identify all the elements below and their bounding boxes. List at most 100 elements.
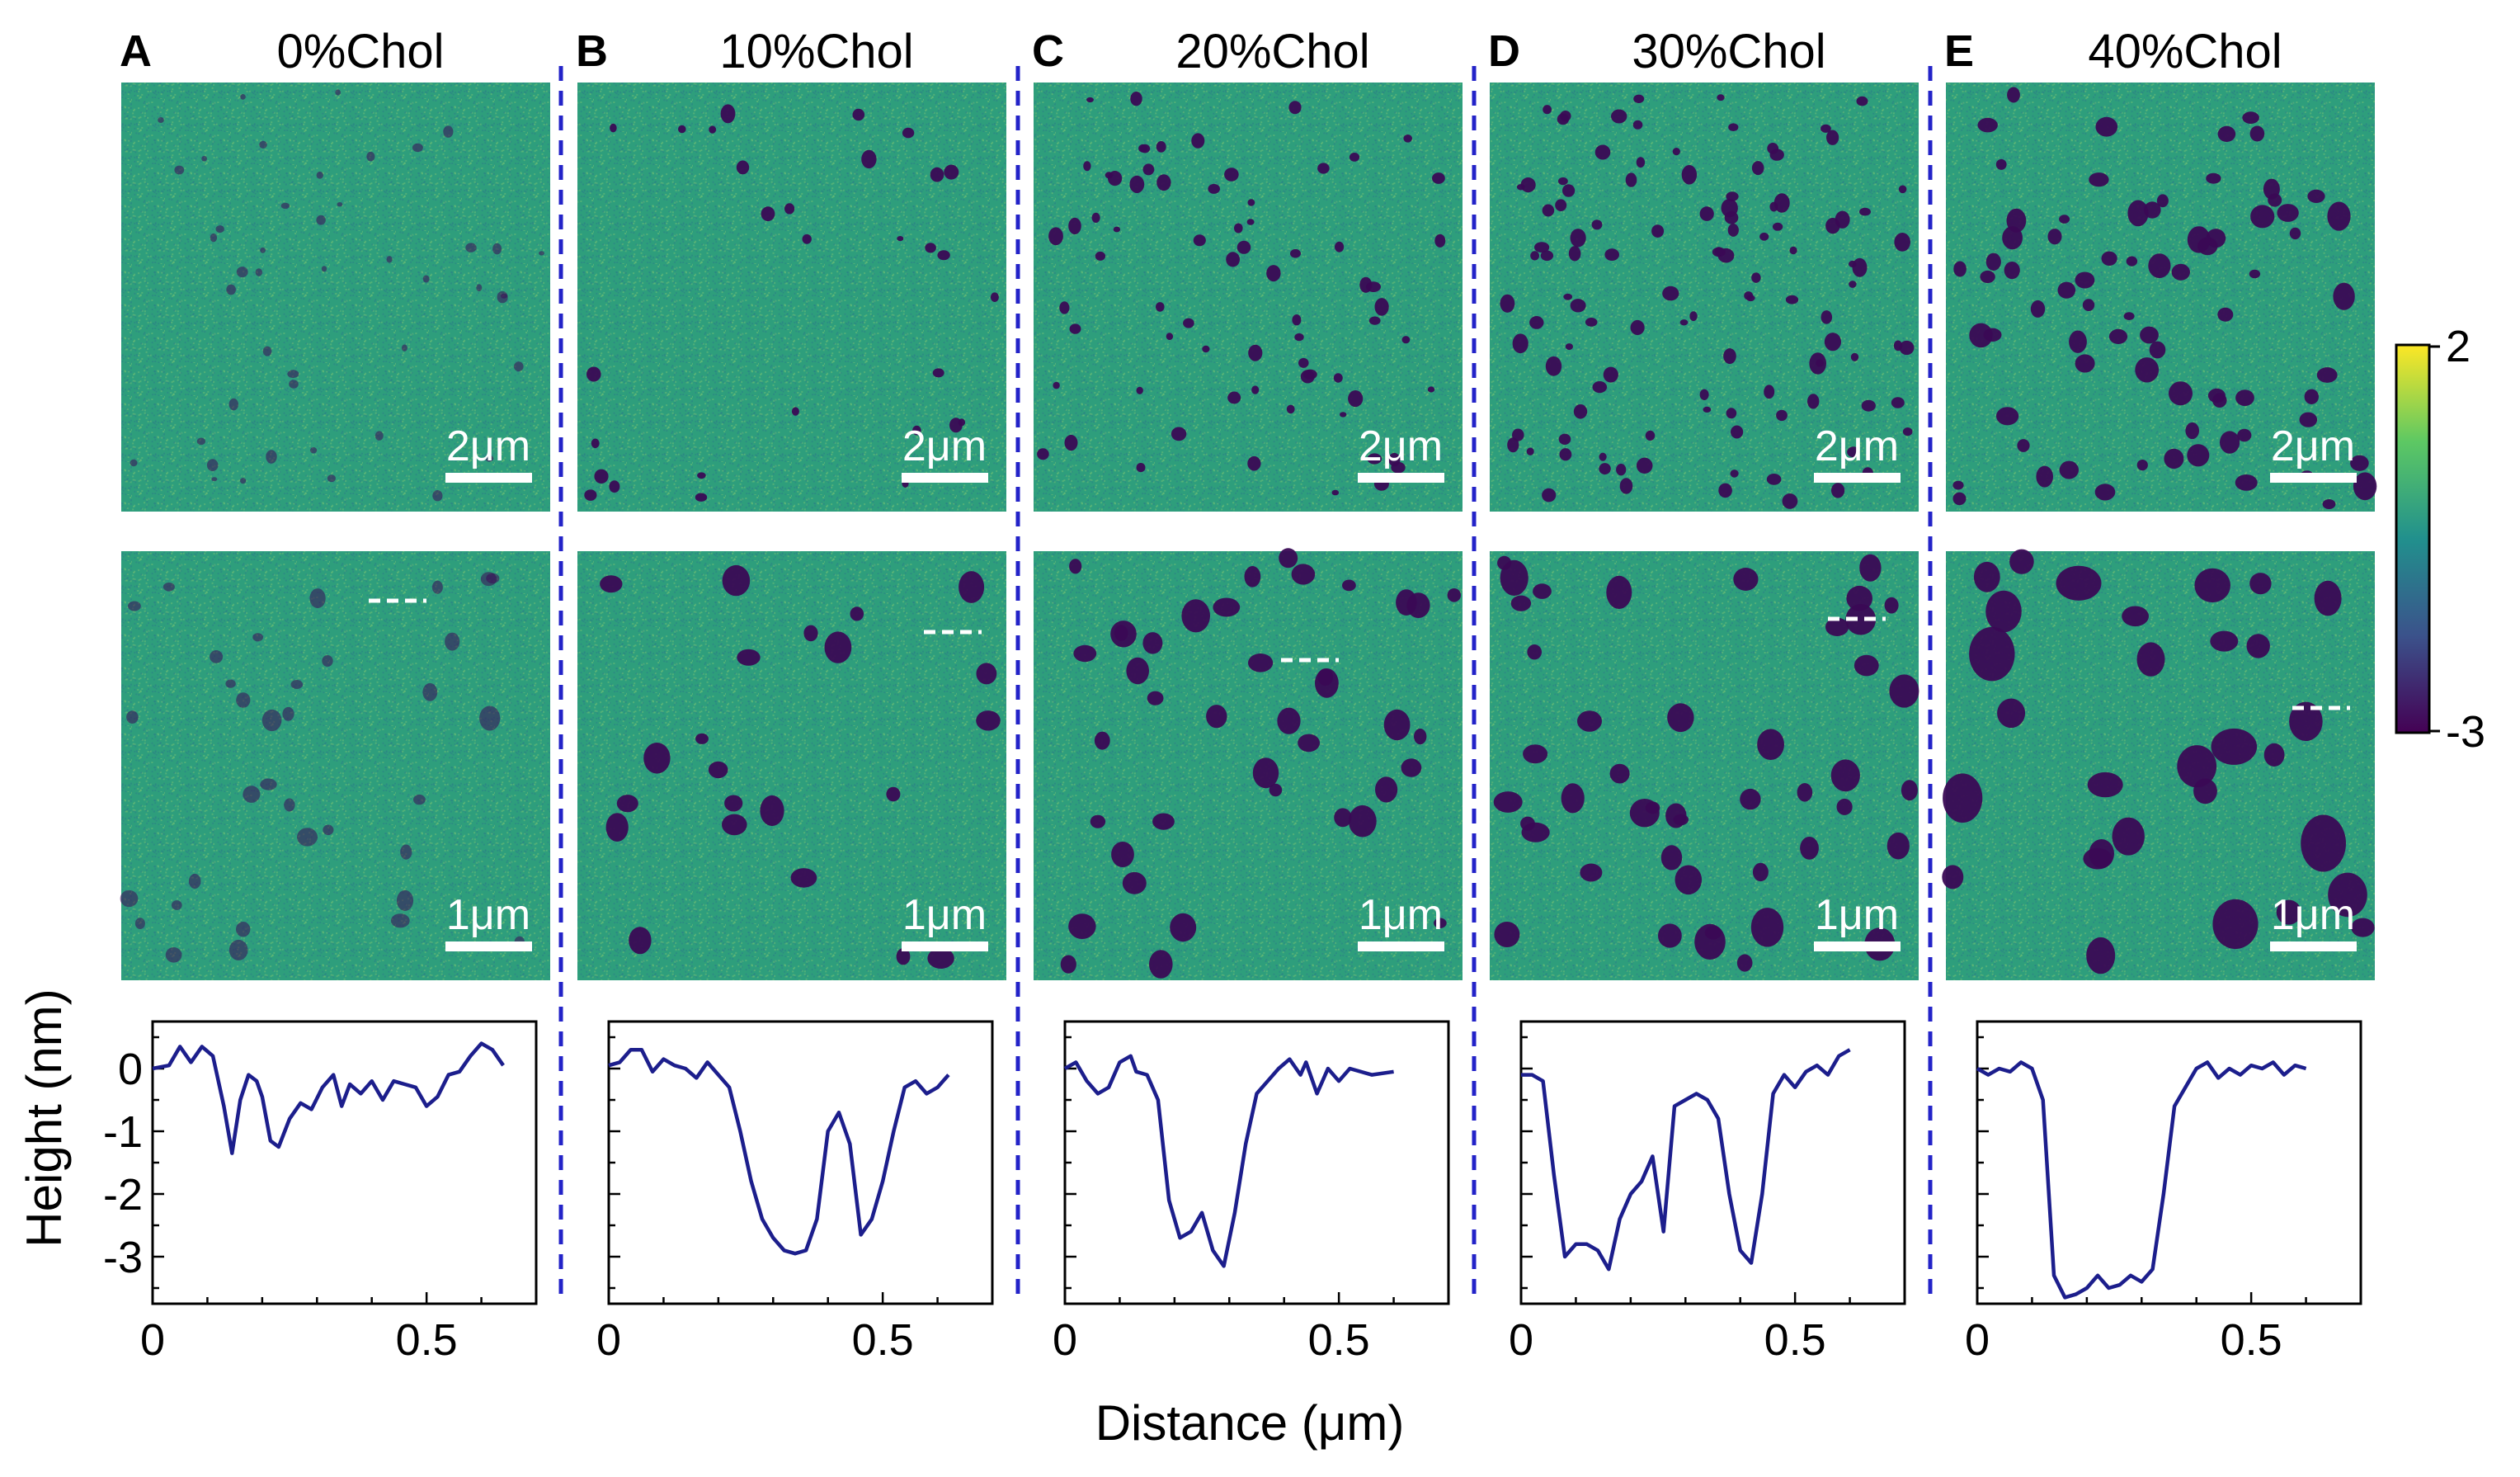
domain-dip	[1234, 223, 1243, 234]
domain-dip	[316, 171, 323, 179]
domain-dip	[413, 794, 426, 805]
domain-dip	[1952, 480, 1964, 490]
domain-dip	[492, 243, 502, 255]
domain-dip	[280, 202, 290, 210]
domain-dip	[1545, 356, 1562, 376]
domain-dip	[1251, 385, 1260, 394]
domain-dip	[290, 680, 304, 689]
domain-dip	[1726, 408, 1737, 419]
domain-dip	[514, 361, 524, 372]
domain-dip	[211, 477, 218, 482]
height-profile-plot: 0 0.5 0 -1 -2 -3	[103, 1020, 538, 1365]
domain-dip	[1824, 333, 1841, 352]
domain-dip	[1090, 814, 1106, 828]
domain-dip	[2069, 330, 2087, 353]
scale-bar-label: 2μm	[1815, 422, 1899, 470]
panel-a: A 0%Chol 2μm 1μm 0 0.5 0 -1 -2 -3	[103, 25, 550, 1365]
domain-dip	[1516, 184, 1525, 191]
scale-bar-label: 2μm	[902, 422, 987, 470]
domain-dip	[897, 236, 904, 242]
domain-dip	[1558, 433, 1571, 445]
scale-bar	[1814, 473, 1901, 483]
domain-dip	[309, 588, 326, 609]
profile-line-a	[152, 1041, 505, 1155]
domain-dip	[1658, 923, 1682, 948]
domain-dip	[1335, 241, 1345, 252]
domain-dip	[2206, 172, 2221, 184]
domain-dip	[2217, 307, 2234, 322]
plot-frame	[1063, 1020, 1450, 1305]
domain-dip	[1773, 193, 1790, 213]
colorbar-max-label: 2	[2446, 322, 2471, 371]
domain-dip	[236, 692, 251, 708]
domain-dip	[2187, 226, 2211, 253]
domain-dip	[1520, 816, 1535, 831]
scale-bar-label: 1μm	[2271, 891, 2355, 939]
domain-dip	[1772, 222, 1783, 231]
domain-dip	[1769, 201, 1778, 212]
domain-dip	[1577, 710, 1602, 732]
domain-dip	[2140, 326, 2159, 344]
domain-dip	[2304, 389, 2319, 404]
domain-dip	[2322, 499, 2336, 509]
domain-dip	[1331, 489, 1340, 496]
domain-dip	[2185, 422, 2199, 440]
domain-dip	[1723, 348, 1736, 365]
domain-dip	[610, 123, 617, 133]
domain-dip	[1374, 298, 1389, 316]
domain-dip	[708, 761, 728, 779]
domain-dip	[1660, 845, 1683, 871]
afm-image-mid: 1μm	[1942, 549, 2375, 980]
domain-dip	[791, 407, 799, 416]
x-tick-label: 0.5	[396, 1315, 458, 1365]
domain-dip	[1759, 232, 1769, 241]
domain-dip	[959, 571, 985, 603]
domain-dip	[1625, 172, 1637, 187]
x-tick-label: 0	[1965, 1315, 1990, 1365]
domain-dip	[2030, 300, 2046, 318]
domain-dip	[1856, 96, 1868, 106]
domain-dip	[2148, 253, 2171, 278]
x-tick-label: 0	[1053, 1315, 1077, 1365]
domain-dip	[412, 143, 423, 153]
domain-dip	[2350, 455, 2369, 471]
domain-dip	[1083, 161, 1091, 172]
afm-image-mid: 1μm	[1034, 548, 1463, 980]
domain-dip	[1849, 281, 1857, 288]
domain-dip	[1193, 234, 1206, 247]
domain-dip	[1953, 261, 1967, 277]
domain-dip	[1246, 219, 1255, 225]
domain-dip	[937, 250, 950, 261]
domain-dip	[1059, 301, 1070, 314]
profile-line-e	[1976, 1060, 2307, 1300]
afm-image-top: 2μm	[1034, 83, 1463, 512]
domain-dip	[1594, 144, 1611, 160]
domain-dip	[2235, 389, 2254, 406]
domain-dip	[1236, 240, 1251, 254]
domain-dip	[1889, 674, 1919, 708]
domain-dip	[2249, 125, 2265, 142]
domain-dip	[188, 873, 201, 890]
domain-dip	[1558, 177, 1568, 186]
panel-title: 20%Chol	[1175, 25, 1369, 78]
domain-dip	[240, 94, 246, 100]
domain-dip	[390, 913, 410, 928]
domain-dip	[1140, 144, 1151, 153]
panel-title: 10%Chol	[719, 25, 913, 78]
domain-dip	[1136, 463, 1146, 473]
domain-dip	[1286, 404, 1295, 414]
domain-dip	[337, 202, 343, 207]
domain-dip	[1368, 316, 1381, 325]
afm-texture	[121, 551, 550, 980]
scale-bar-label: 1μm	[1815, 891, 1899, 939]
x-tick-label: 0.5	[1308, 1315, 1370, 1365]
domain-dip	[1902, 427, 1913, 436]
domain-dip	[1740, 788, 1761, 810]
domain-dip	[1714, 247, 1723, 256]
domain-dip	[2193, 778, 2217, 805]
domain-dip	[925, 243, 936, 253]
domain-dip	[2177, 745, 2217, 788]
domain-dip	[1789, 246, 1797, 255]
